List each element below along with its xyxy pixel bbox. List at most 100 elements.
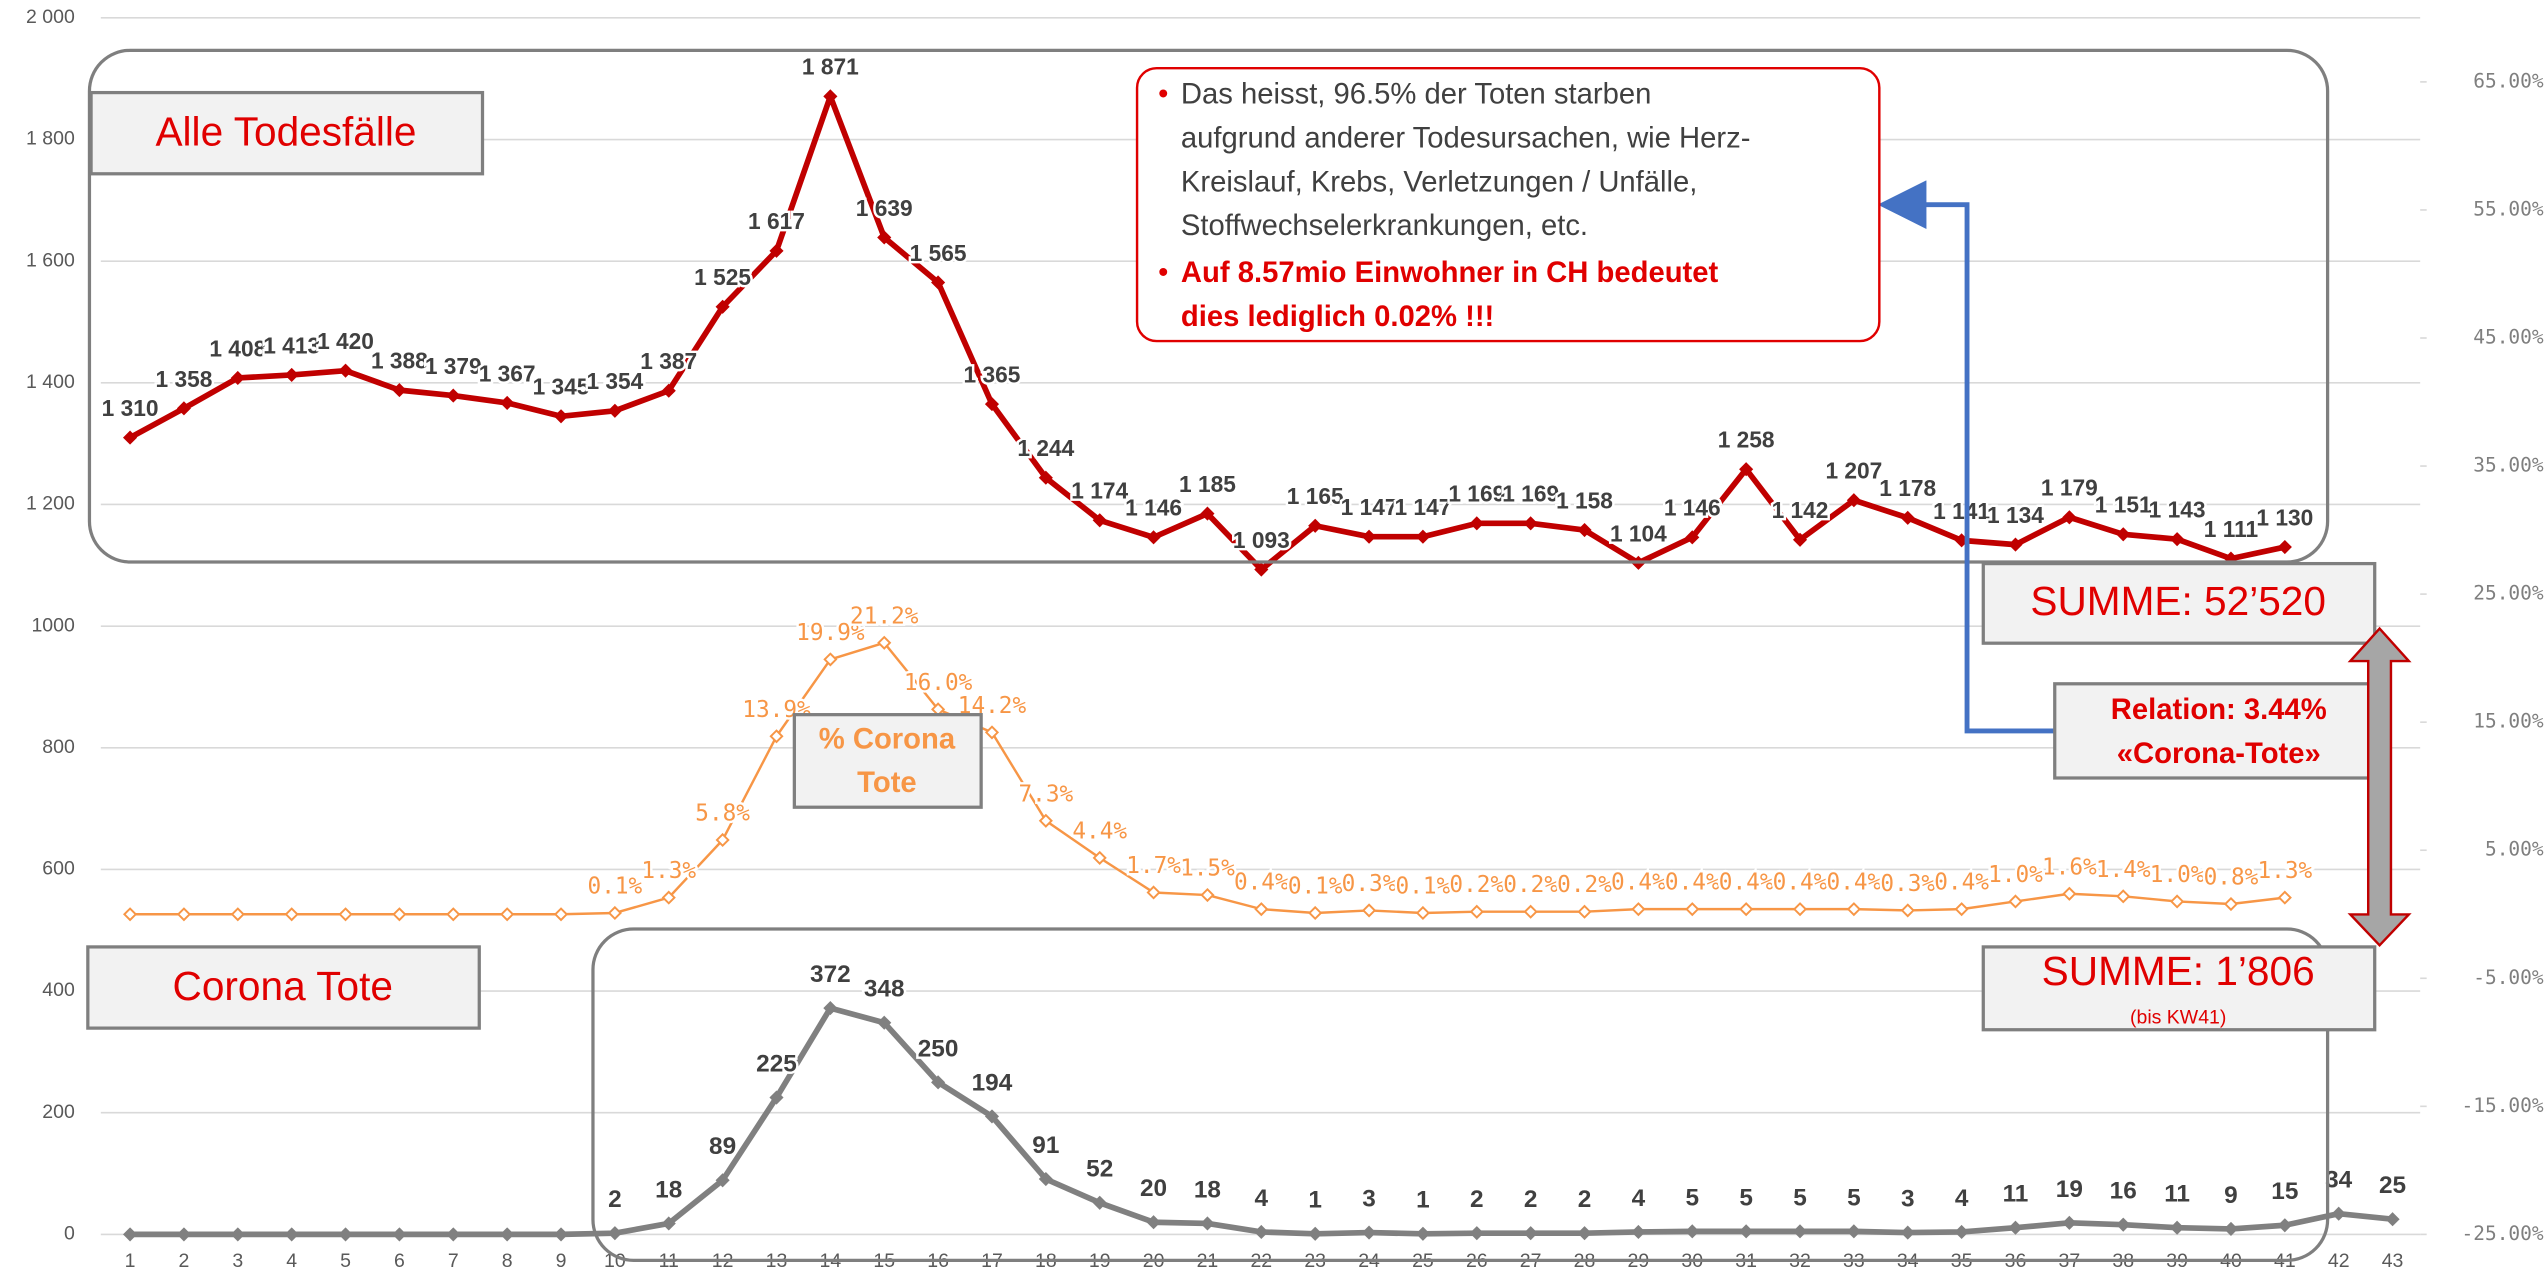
data-label: 0.8% <box>2204 865 2259 891</box>
point <box>1308 518 1323 533</box>
point <box>1900 1225 1915 1240</box>
data-label: 11 <box>2003 1181 2029 1208</box>
x-tick-label: 6 <box>394 1250 405 1272</box>
data-label: 348 <box>864 976 905 1003</box>
data-label: 1 358 <box>156 366 213 392</box>
label-percent: Tote <box>857 767 917 799</box>
point <box>553 907 569 922</box>
relation: Relation: 3.44% <box>2111 694 2327 726</box>
data-label: 0.4% <box>1934 870 1989 896</box>
data-label: 19.9% <box>796 620 865 646</box>
x-tick-label: 2 <box>179 1250 190 1272</box>
data-label: 1.4% <box>2096 857 2151 883</box>
data-label: 2 <box>1524 1186 1538 1213</box>
point <box>1200 506 1215 521</box>
data-label: 18 <box>655 1176 682 1203</box>
point <box>1577 522 1592 538</box>
data-label: 4 <box>1955 1185 1969 1212</box>
sum-corona-note: (bis KW41) <box>2130 1007 2226 1029</box>
data-label: 4 <box>1255 1185 1269 1212</box>
data-label: 21.2% <box>850 603 919 629</box>
y-tick-label: 200 <box>42 1101 75 1123</box>
y2-tick-label: -15.00% <box>2462 1094 2544 1117</box>
point <box>392 907 407 922</box>
bullet: • <box>1158 79 1168 111</box>
point <box>715 299 730 314</box>
point <box>1254 902 1269 917</box>
y-tick-label: 1000 <box>31 614 75 636</box>
data-label: 1 379 <box>425 353 482 379</box>
point <box>2277 890 2292 905</box>
data-label: 1.0% <box>2150 862 2205 888</box>
data-label: 1.5% <box>1180 856 1235 882</box>
point <box>176 401 191 416</box>
data-label: 1 207 <box>1825 458 1882 484</box>
point <box>1577 1226 1592 1241</box>
point <box>2062 510 2077 525</box>
data-label: 1 <box>1308 1187 1322 1214</box>
point <box>2116 889 2131 904</box>
x-tick-label: 7 <box>448 1250 459 1272</box>
point <box>984 725 1000 740</box>
point <box>877 635 892 650</box>
data-label: 0.1% <box>1288 873 1343 899</box>
callout-line: aufgrund anderer Todesursachen, wie Herz… <box>1181 122 1751 154</box>
data-label: 16 <box>2110 1178 2137 1205</box>
point <box>1685 530 1700 545</box>
data-label: 1 142 <box>1772 497 1829 523</box>
point <box>1092 850 1107 865</box>
label-box <box>89 90 485 176</box>
point <box>2170 1220 2185 1235</box>
point <box>1469 904 1484 919</box>
point <box>607 1226 622 1241</box>
point <box>661 890 676 905</box>
data-label: 0.3% <box>1342 871 1397 897</box>
data-label: 89 <box>709 1133 736 1160</box>
point <box>122 430 138 445</box>
data-label: 91 <box>1032 1132 1059 1159</box>
point <box>2116 527 2131 542</box>
y2-tick-label: 65.00% <box>2473 69 2544 92</box>
point <box>1954 902 1969 917</box>
point <box>1254 562 1269 577</box>
y-tick-label: 0 <box>64 1223 75 1245</box>
point <box>661 383 676 398</box>
data-label: 1 367 <box>479 360 536 386</box>
point <box>1038 1171 1053 1187</box>
data-label: 1 174 <box>1071 478 1128 504</box>
data-label: 1.0% <box>1988 862 2043 888</box>
point <box>1900 903 1915 918</box>
data-label: 1 158 <box>1556 487 1613 513</box>
point <box>1415 1226 1430 1241</box>
data-label: 5 <box>1685 1184 1699 1211</box>
y2-tick-label: -25.00% <box>2462 1222 2544 1245</box>
point <box>1631 1224 1646 1240</box>
data-label: 19 <box>2056 1176 2083 1203</box>
point <box>1739 462 1754 477</box>
label-box <box>2053 682 2383 780</box>
point <box>1846 493 1861 508</box>
y2-tick-label: 15.00% <box>2473 710 2544 733</box>
point <box>931 275 946 290</box>
x-tick-label: 4 <box>286 1250 297 1272</box>
callout-line: Auf 8.57mio Einwohner in CH bedeutet <box>1181 257 1719 289</box>
data-label: 1 104 <box>1610 520 1667 546</box>
point <box>1361 529 1377 544</box>
data-label: 18 <box>1194 1176 1221 1203</box>
data-label: 1 639 <box>856 195 913 221</box>
point <box>1846 902 1861 917</box>
point <box>1792 902 1808 917</box>
point <box>1739 902 1754 917</box>
point <box>446 907 461 922</box>
point <box>1469 516 1484 531</box>
point <box>1846 1224 1861 1239</box>
relation: «Corona-Tote» <box>2117 738 2321 770</box>
data-label: 1 565 <box>910 240 967 266</box>
data-label: 1 165 <box>1287 483 1344 509</box>
data-label: 5 <box>1847 1184 1861 1211</box>
data-label: 1 387 <box>640 348 697 374</box>
point <box>1577 904 1592 919</box>
y2-tick-label: 5.00% <box>2485 838 2544 861</box>
data-label: 1 258 <box>1718 427 1775 453</box>
data-label: 1 185 <box>1179 471 1236 497</box>
